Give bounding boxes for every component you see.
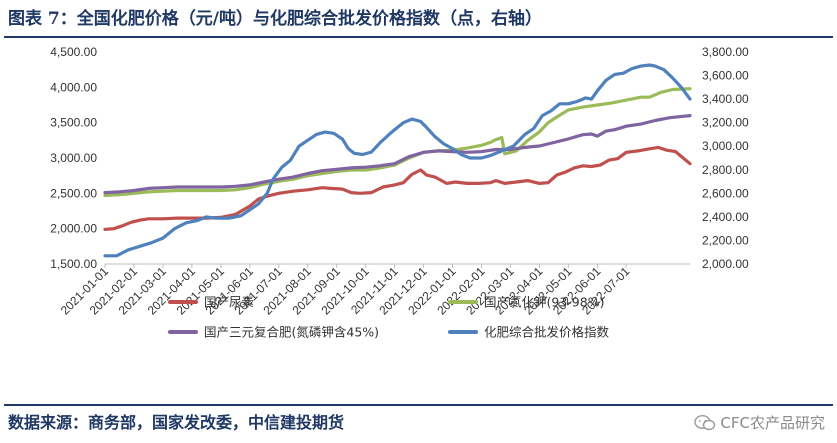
chart-title: 图表 7：全国化肥价格（元/吨）与化肥综合批发价格指数（点，右轴） <box>8 9 542 29</box>
series-line-compound <box>103 114 692 195</box>
left-y-tick-label: 1,500.00 <box>50 257 97 271</box>
right-y-tick-label: 3,000.00 <box>702 139 749 153</box>
left-y-tick-label: 2,000.00 <box>50 222 97 236</box>
wechat-icon <box>694 414 716 431</box>
legend-label-urea: 国产尿素 <box>204 295 254 310</box>
legend: 国产尿素 国产氯化钾(93-98%) 国产三元复合肥(氮磷钾含45%) 化肥综合批发价… <box>168 295 610 340</box>
chart: 1,500.00 2,000.00 2,500.00 3,000.00 3,500.00… <box>50 45 749 340</box>
right-y-tick-label: 3,400.00 <box>702 92 749 106</box>
source-divider <box>4 404 833 406</box>
right-y-tick-label: 2,200.00 <box>702 233 749 247</box>
x-axis: 2021-01-012021-02-012021-03-012021-04-01… <box>58 263 690 318</box>
title-divider <box>4 36 833 38</box>
right-y-axis: 2,000.00 2,200.00 2,400.00 2,600.00 2,800.00… <box>702 45 749 271</box>
right-y-tick-label: 3,800.00 <box>702 45 749 59</box>
series-layer <box>103 63 692 258</box>
series-line-potash <box>103 87 692 198</box>
right-y-tick-label: 2,800.00 <box>702 163 749 177</box>
right-y-tick-label: 2,600.00 <box>702 186 749 200</box>
right-y-tick-label: 2,400.00 <box>702 210 749 224</box>
right-y-tick-label: 3,200.00 <box>702 116 749 130</box>
watermark: CFC农产品研究 <box>694 406 825 440</box>
watermark-text: CFC农产品研究 <box>720 414 825 432</box>
left-y-tick-label: 4,000.00 <box>50 80 97 94</box>
legend-label-index: 化肥综合批发价格指数 <box>484 325 610 340</box>
left-y-tick-label: 3,500.00 <box>50 116 97 130</box>
legend-label-potash: 国产氯化钾(93-98%) <box>484 295 604 310</box>
left-y-tick-label: 3,000.00 <box>50 151 97 165</box>
right-y-tick-label: 3,600.00 <box>702 69 749 83</box>
series-line-index <box>103 63 692 258</box>
source-note: 数据来源：商务部，国家发改委，中信建投期货 <box>8 413 345 432</box>
legend-label-compound: 国产三元复合肥(氮磷钾含45%) <box>204 325 379 340</box>
right-y-tick-label: 2,000.00 <box>702 257 749 271</box>
left-y-axis: 1,500.00 2,000.00 2,500.00 3,000.00 3,500.00… <box>50 45 97 271</box>
left-y-tick-label: 2,500.00 <box>50 186 97 200</box>
left-y-tick-label: 4,500.00 <box>50 45 97 59</box>
